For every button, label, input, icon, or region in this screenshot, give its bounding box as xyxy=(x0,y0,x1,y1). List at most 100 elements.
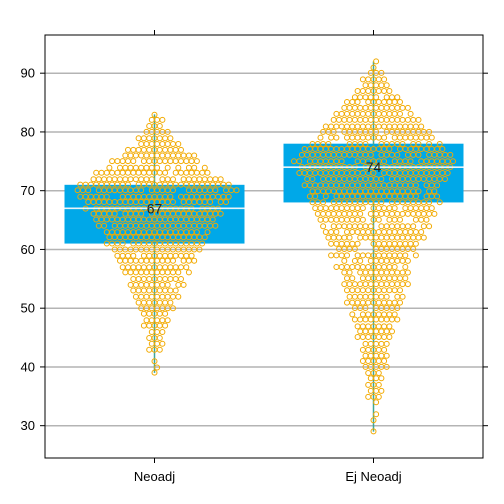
data-point xyxy=(431,188,438,195)
data-point xyxy=(442,176,448,182)
data-point xyxy=(183,264,190,271)
data-point xyxy=(151,369,158,376)
data-point xyxy=(373,399,380,406)
data-point xyxy=(156,123,163,129)
data-point xyxy=(375,216,382,223)
data-point xyxy=(196,246,203,253)
data-point xyxy=(370,417,377,424)
data-point xyxy=(412,182,419,189)
data-point xyxy=(333,229,340,235)
data-point xyxy=(212,187,219,194)
data-point xyxy=(191,257,198,264)
data-point xyxy=(381,346,388,353)
data-point xyxy=(312,193,319,200)
data-point xyxy=(378,387,385,394)
y-tick-label: 60 xyxy=(21,242,35,257)
data-point xyxy=(383,352,390,359)
data-point xyxy=(378,375,385,382)
data-point xyxy=(164,281,171,288)
data-points xyxy=(74,58,456,435)
data-point xyxy=(373,94,380,101)
data-point xyxy=(151,111,158,118)
data-point xyxy=(175,164,182,171)
data-point xyxy=(354,99,361,105)
data-point xyxy=(391,205,398,212)
data-point xyxy=(207,199,214,205)
data-point xyxy=(188,252,195,259)
data-point xyxy=(346,234,353,241)
data-point xyxy=(386,88,393,94)
data-point xyxy=(162,310,169,317)
data-point xyxy=(412,252,419,259)
data-point xyxy=(138,210,145,217)
data-point xyxy=(170,199,176,205)
data-point xyxy=(178,146,184,153)
data-point xyxy=(436,199,443,206)
data-point xyxy=(346,269,353,276)
data-point xyxy=(439,146,446,152)
data-point xyxy=(399,141,406,147)
data-point xyxy=(389,328,395,335)
data-point xyxy=(383,363,390,370)
data-point xyxy=(201,234,208,241)
x-tick-label: Ej Neoadj xyxy=(345,469,401,484)
data-point xyxy=(404,281,411,288)
data-point xyxy=(170,187,176,194)
data-point xyxy=(357,210,364,217)
data-point xyxy=(317,134,324,141)
data-point xyxy=(199,240,206,247)
data-point xyxy=(170,257,176,264)
data-point xyxy=(175,141,182,147)
data-point xyxy=(320,199,327,206)
y-tick-label: 50 xyxy=(21,301,35,316)
data-point xyxy=(386,334,393,340)
median-label-1: 67 xyxy=(147,200,163,216)
data-point xyxy=(402,264,409,270)
data-point xyxy=(428,134,435,141)
data-point xyxy=(185,269,192,276)
data-point xyxy=(225,181,232,188)
data-point xyxy=(217,176,224,183)
data-point xyxy=(404,104,411,111)
data-point xyxy=(111,210,118,217)
data-point xyxy=(412,193,419,200)
data-point xyxy=(370,64,377,71)
data-point xyxy=(201,164,208,171)
data-point xyxy=(362,305,369,311)
data-point xyxy=(407,158,414,165)
data-point xyxy=(325,141,332,147)
data-point xyxy=(412,240,419,247)
data-point xyxy=(103,193,110,200)
data-point xyxy=(130,252,137,259)
data-point xyxy=(322,193,329,200)
median-markers: 67 74 xyxy=(64,159,464,216)
data-point xyxy=(344,252,350,259)
data-point xyxy=(162,169,169,176)
y-tick-label: 80 xyxy=(21,124,35,139)
data-point xyxy=(415,116,422,123)
data-point xyxy=(341,257,348,264)
y-tick-label: 30 xyxy=(21,418,35,433)
data-point xyxy=(391,311,398,318)
data-point xyxy=(148,176,155,183)
data-point xyxy=(397,299,403,306)
data-point xyxy=(362,141,369,147)
data-point xyxy=(391,264,398,270)
data-point xyxy=(375,370,382,376)
data-point xyxy=(159,116,166,123)
data-point xyxy=(367,151,374,158)
data-point xyxy=(193,229,200,236)
data-point xyxy=(167,299,174,306)
data-point xyxy=(101,222,108,229)
data-point xyxy=(434,193,441,200)
data-point xyxy=(397,110,403,117)
data-point xyxy=(193,158,200,165)
data-point xyxy=(151,358,158,365)
data-point xyxy=(394,151,401,158)
data-point xyxy=(180,281,187,288)
data-point xyxy=(375,393,382,400)
data-point xyxy=(426,128,433,135)
data-point xyxy=(351,246,358,252)
data-point xyxy=(164,164,171,171)
data-point xyxy=(172,287,179,294)
